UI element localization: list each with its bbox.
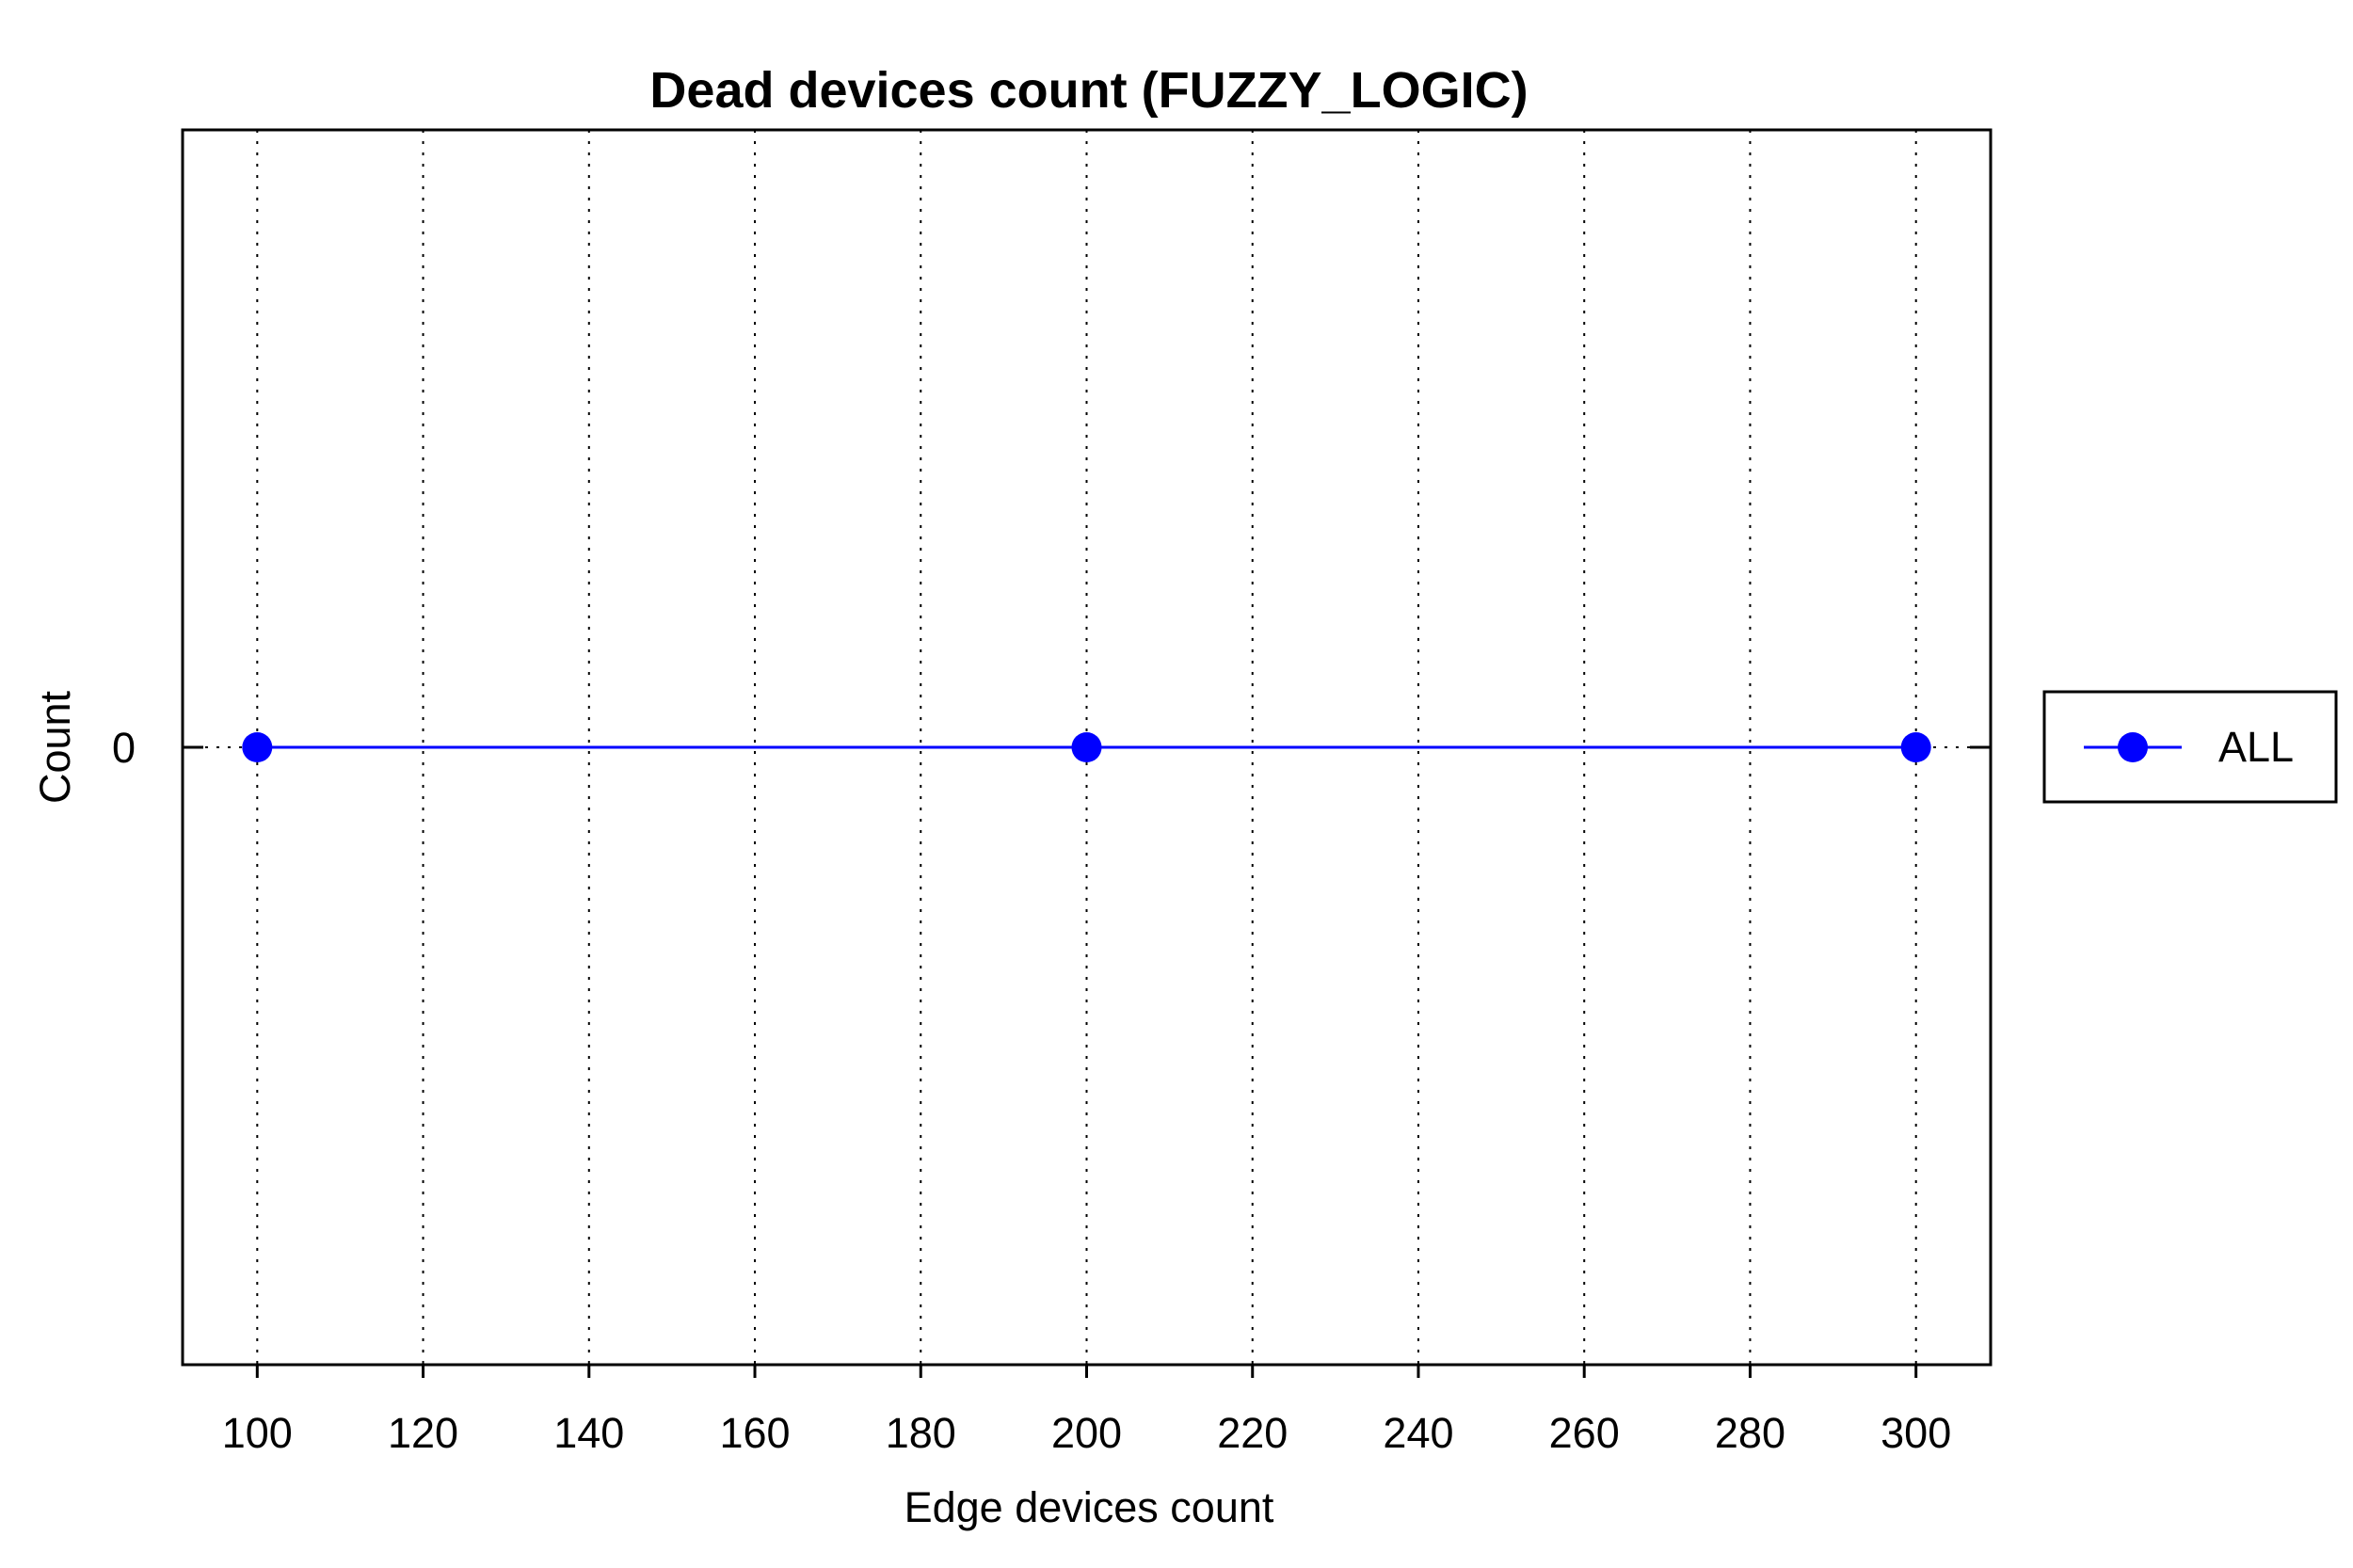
legend-marker-all: [2118, 732, 2148, 762]
x-tick-label: 280: [1715, 1409, 1785, 1457]
chart-title: Dead devices count (FUZZY_LOGIC): [649, 62, 1528, 119]
x-tick-label: 240: [1383, 1409, 1453, 1457]
x-tick-label: 140: [553, 1409, 624, 1457]
x-tick-label: 300: [1881, 1409, 1951, 1457]
series-layer: [242, 732, 1931, 762]
x-tick-label: 120: [388, 1409, 458, 1457]
data-point: [1900, 732, 1931, 762]
x-tick-label: 260: [1549, 1409, 1620, 1457]
data-point: [242, 732, 273, 762]
y-axis-label: Count: [31, 690, 79, 804]
data-point: [1071, 732, 1102, 762]
ticks: 100 120 140 160 180 200 220 240 260 280 300 0: [112, 724, 1991, 1457]
x-tick-label: 200: [1051, 1409, 1122, 1457]
y-tick-label: 0: [112, 724, 136, 772]
legend: ALL: [2042, 690, 2338, 804]
grid: [183, 130, 1991, 1365]
x-axis-label: Edge devices count: [904, 1483, 1274, 1531]
legend-label-all: ALL: [2218, 723, 2294, 771]
x-tick-label: 220: [1217, 1409, 1288, 1457]
x-tick-label: 100: [222, 1409, 293, 1457]
x-tick-label: 180: [886, 1409, 956, 1457]
x-tick-label: 160: [719, 1409, 790, 1457]
